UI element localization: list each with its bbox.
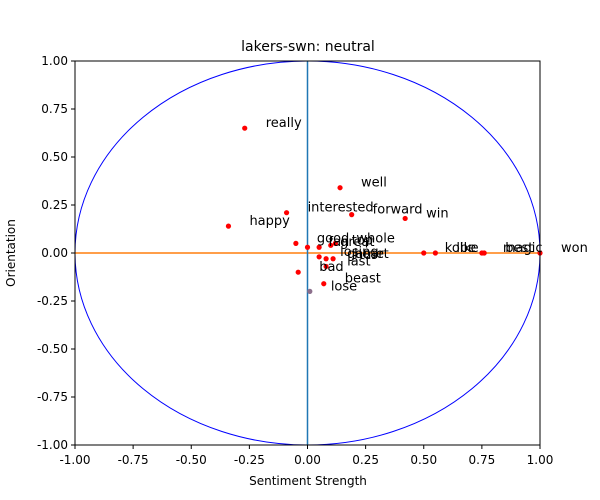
x-tick-label: 0.00 (294, 453, 321, 467)
data-point-label: bad (319, 260, 343, 275)
data-point-label: won (561, 241, 588, 256)
data-point (293, 240, 299, 246)
data-point-label: beast (345, 272, 381, 287)
y-axis-label: Orientation (4, 219, 18, 287)
data-point-label: good (317, 231, 349, 246)
data-point-label: whole (356, 231, 394, 246)
y-tick-label: 0.50 (41, 150, 68, 164)
data-point (323, 263, 329, 270)
x-tick-label: 0.25 (352, 453, 379, 467)
data-point (421, 250, 427, 256)
data-point-label: interested (308, 201, 374, 216)
y-tick-label: 1.00 (41, 54, 68, 68)
y-tick-label: 0.75 (41, 102, 68, 116)
data-point (337, 185, 343, 191)
y-tick-label: 0.00 (41, 246, 68, 260)
y-tick-label: -1.00 (37, 438, 68, 452)
x-tick-label: -0.75 (118, 453, 149, 467)
data-point (432, 250, 438, 256)
data-point (328, 242, 334, 248)
data-point (304, 244, 311, 250)
data-point (307, 288, 313, 294)
data-point (323, 256, 329, 262)
data-point (330, 256, 336, 262)
x-tick-label: -1.00 (59, 453, 90, 467)
data-point-label: fan (329, 235, 350, 250)
y-tick-label: -0.75 (37, 390, 68, 404)
data-point-label: really (266, 116, 302, 131)
y-tick-label: -0.25 (37, 294, 68, 308)
data-point (481, 250, 487, 256)
x-tick-label: 1.00 (527, 453, 554, 467)
x-tick-label: -0.50 (176, 453, 207, 467)
data-point (316, 244, 322, 250)
y-tick-label: 0.25 (41, 198, 68, 212)
data-point-label: game (347, 247, 384, 262)
data-point-label: best (505, 241, 533, 256)
data-point (225, 223, 232, 229)
x-tick-label: 0.75 (469, 453, 496, 467)
data-point-label: magic (503, 241, 543, 256)
data-point-label: top (352, 233, 373, 248)
data-point (295, 269, 301, 275)
x-tick-label: -0.25 (234, 453, 265, 467)
data-point-label: well (361, 176, 387, 191)
data-point-label: win (426, 206, 448, 221)
data-point (242, 125, 248, 131)
x-axis-label: Sentiment Strength (249, 474, 367, 488)
chart-title: lakers-swn: neutral (241, 39, 375, 55)
data-point-label: losing (340, 245, 378, 260)
x-tick-label: 0.50 (410, 453, 437, 467)
data-point-label: great (340, 235, 374, 250)
data-point-label: last (347, 254, 370, 269)
data-point-label: kobe (445, 241, 476, 256)
data-point (402, 215, 408, 222)
data-point (316, 254, 322, 260)
data-point-label: like (456, 241, 478, 256)
y-tick-label: -0.50 (37, 342, 68, 356)
data-point (349, 212, 355, 218)
data-point-label: lose (331, 279, 357, 294)
data-point (332, 240, 338, 246)
data-point-label: happy (249, 214, 290, 229)
data-point-label: forward (373, 203, 423, 218)
data-point (321, 281, 327, 287)
data-point (283, 210, 290, 216)
data-point-label: heart (354, 247, 389, 262)
